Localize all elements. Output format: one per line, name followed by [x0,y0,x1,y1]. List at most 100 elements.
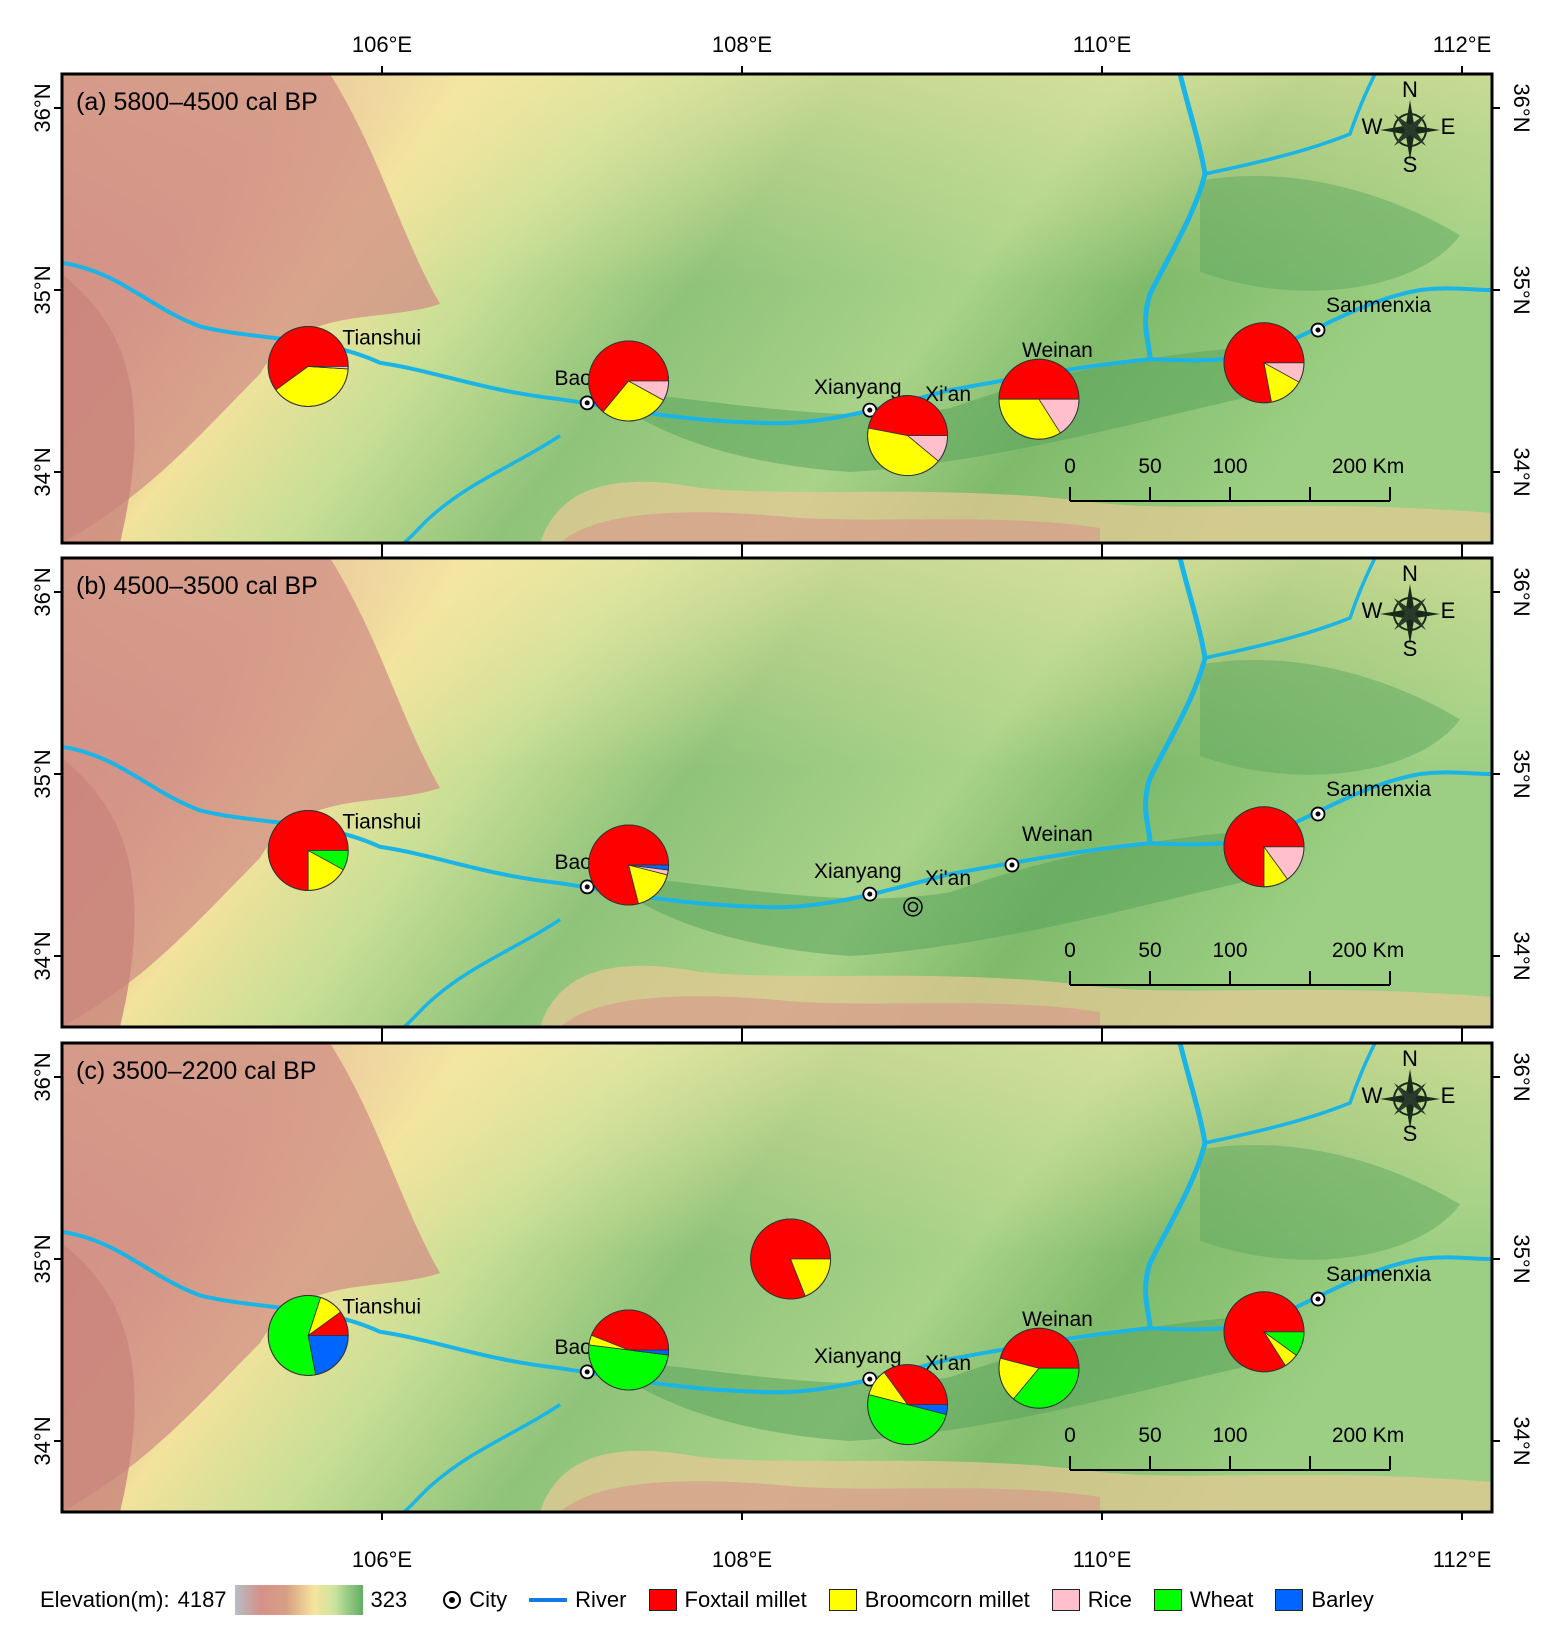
city-label: Sanmenxia [1326,778,1431,801]
scale-label: 100 [1212,455,1247,478]
lat-tick-label-right: 34°N [1509,447,1534,496]
lat-tick-label-left: 36°N [30,83,55,132]
city-icon-dot [584,884,590,890]
compass-n-label: N [1402,1046,1418,1071]
city-icon-dot [584,400,590,406]
city-icon-dot [867,407,873,413]
rice-swatch [1051,1589,1080,1611]
city-icon-dot [1315,1296,1321,1302]
city-icon-dot [584,1369,590,1375]
city-icon-dot [867,1376,873,1382]
legend-barley: Barley [1275,1587,1374,1613]
city-label: Xianyang [814,860,902,883]
scale-label: 50 [1138,455,1161,478]
river-line-icon [529,1598,568,1602]
compass-s-label: S [1403,636,1418,661]
pie-chart [1223,806,1305,888]
pie-outline [267,325,349,407]
compass-n-label: N [1402,77,1418,102]
pie-outline [867,395,949,477]
lat-tick-label-left: 36°N [30,1052,55,1101]
city-icon-dot [1009,862,1015,868]
jialing-river [390,918,561,1027]
legend-river-label: River [575,1587,627,1612]
western-mountains [62,558,440,1027]
compass-icon: N SE W [1362,77,1456,177]
city-marker: Sanmenxia [1310,778,1431,822]
compass-icon: N SE W [1362,1046,1456,1146]
city-marker: Sanmenxia [1310,294,1431,338]
city-label: Weinan [1022,823,1093,846]
western-mountains [62,1043,440,1512]
panel-frame [60,1041,1494,1514]
compass-s-label: S [1403,152,1418,177]
western-high-peaks [62,1243,135,1512]
lat-tick-label-right: 35°N [1509,1234,1534,1283]
lon-tick-label-bottom: 108°E [712,1547,772,1572]
lat-tick-label-right: 36°N [1509,1052,1534,1101]
pie-chart [1223,1291,1305,1373]
lon-tick-label-top: 110°E [1073,32,1132,57]
pie-chart [750,1218,832,1300]
qinling-ridge [560,512,1100,543]
scale-label: 50 [1138,939,1161,962]
city-label: Sanmenxia [1326,294,1431,317]
city-icon-dot [1315,811,1321,817]
scale-label: 200 Km [1332,455,1404,478]
map-panel: 36°N 36°N 35°N 35°N 34°N 34°N (c) 3500–2200 ca… [30,1035,1534,1520]
jialing-river [390,434,561,543]
weihe-valley [600,1313,1280,1441]
lat-tick-label-left: 34°N [30,447,55,496]
pie-chart [267,809,349,891]
legend-foxtail: Foxtail millet [648,1587,807,1613]
lat-tick-label-right: 36°N [1509,83,1534,132]
legend: Elevation(m): 4187 323 City River Foxtai… [40,1580,1540,1620]
compass-diag-needle [1394,114,1426,146]
pie-chart [588,340,670,422]
lon-tick-label-bottom: 110°E [1073,1547,1132,1572]
pie-chart [998,1327,1080,1409]
city-marker: Xianyang [814,1345,902,1387]
compass-icon: N SE W [1362,561,1456,661]
lon-tick-label-top: 106°E [352,32,412,57]
city-marker: Xi'an [903,867,971,917]
legend-city: City [443,1587,507,1613]
lon-tick-label-top: 112°E [1433,32,1492,57]
pie-outline [998,358,1080,440]
western-mountains [62,74,440,543]
fen-river [1204,558,1377,660]
yuncheng-basin [1200,659,1460,775]
city-icon-dot [1315,327,1321,333]
compass-e-label: E [1441,114,1456,139]
city-marker: Xianyang [814,376,902,418]
city-label: Weinan [1022,339,1093,362]
pie-chart [588,1309,670,1391]
compass-e-label: E [1441,598,1456,623]
lat-tick-label-left: 36°N [30,567,55,616]
city-label: Sanmenxia [1326,1263,1431,1286]
terrain-layer [62,558,1492,1027]
legend-broomcorn: Broomcorn millet [828,1587,1030,1613]
pie-chart [867,1364,949,1446]
lat-tick-label-left: 35°N [30,265,55,314]
scale-label: 200 Km [1332,939,1404,962]
capital-icon [903,897,923,917]
legend-broomcorn-label: Broomcorn millet [864,1587,1030,1612]
legend-rice-label: Rice [1087,1587,1132,1612]
pie-chart [588,824,670,906]
city-icon-dot [867,891,873,897]
city-label: Tianshui [342,327,421,350]
city-label: Xianyang [814,376,902,399]
pie-outline [1223,806,1305,888]
scale-bar: 0 50 100 200 Km [1064,455,1404,502]
legend-river: River [529,1587,627,1613]
scale-label: 50 [1138,1424,1161,1447]
lat-tick-label-right: 35°N [1509,749,1534,798]
broomcorn-swatch [828,1589,857,1611]
lat-tick-label-right: 36°N [1509,567,1534,616]
panel-frame [60,72,1494,545]
lon-tick-label-bottom: 106°E [352,1547,412,1572]
terrain-layer [62,74,1492,543]
legend-elevation: Elevation(m): 4187 323 [40,1585,407,1615]
